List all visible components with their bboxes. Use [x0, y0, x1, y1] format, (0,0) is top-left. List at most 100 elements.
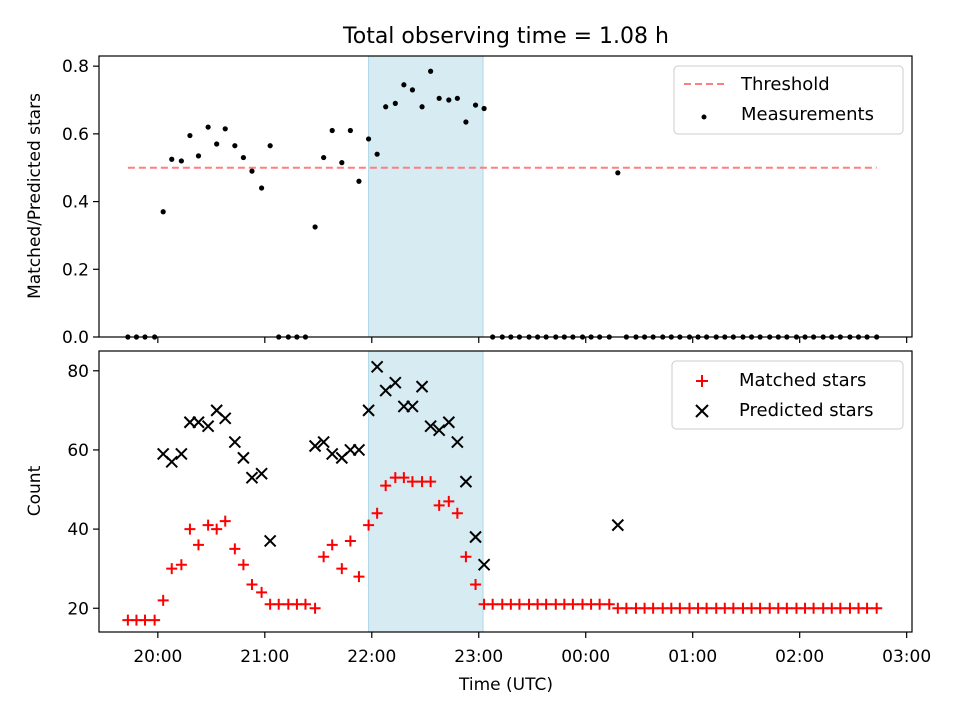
bottom-axes-frame	[98, 350, 913, 633]
predicted-star-point	[192, 416, 205, 429]
matched-star-point	[647, 602, 659, 614]
legend-measurements-swatch	[701, 114, 707, 120]
top-legend-box	[673, 65, 904, 135]
predicted-star-point	[370, 360, 384, 374]
legend-predicted-swatch	[695, 404, 709, 418]
matched-star-point	[406, 476, 418, 488]
matched-star-point	[229, 543, 241, 555]
x-tick-label: 03:00	[882, 647, 931, 667]
matched-star-point	[344, 535, 356, 547]
matched-star-point	[594, 598, 606, 610]
predicted-star-point	[469, 530, 482, 544]
predicted-star-point	[245, 471, 259, 484]
measurement-point	[267, 143, 273, 149]
bottom-panel: 20 40 60 80 20:00 21:00 22:00 23:00 00:00 01:00 02…	[25, 350, 931, 695]
x-tick-label: 20:00	[133, 647, 182, 667]
legend-matched-swatch	[696, 375, 708, 387]
y-tick-label: 0.4	[62, 193, 89, 213]
observing-window-band	[368, 55, 484, 338]
predicted-star-point	[237, 451, 250, 465]
measurement-point	[365, 136, 372, 142]
measurement-point	[383, 104, 389, 110]
measurement-point	[187, 132, 193, 139]
measurement-point	[222, 126, 228, 132]
predicted-star-point	[352, 443, 366, 457]
matched-star-point	[443, 495, 455, 507]
matched-star-point	[433, 499, 445, 511]
measurement-point	[178, 158, 184, 164]
matched-star-point	[674, 602, 686, 614]
matched-star-point	[540, 598, 552, 610]
x-tick-label: 00:00	[561, 647, 610, 667]
predicted-star-point	[451, 435, 464, 449]
measurement-point	[481, 105, 487, 112]
predicted-star-point	[424, 419, 437, 433]
predicted-star-point	[317, 435, 330, 449]
measurement-point	[312, 224, 318, 230]
top-panel: Total observing time = 1.08 h 0.00.20.40…	[25, 24, 913, 348]
measurement-point	[249, 168, 255, 174]
measurement-point	[472, 102, 479, 108]
measurement-point	[160, 209, 166, 215]
matched-star-point	[727, 602, 739, 614]
bottom-axes-ticks: 20 40 60 80 20:00 21:00 22:00 23:00 00:00 01:00 02…	[67, 362, 931, 667]
matched-star-point	[425, 476, 437, 488]
legend-threshold-label: Threshold	[740, 74, 830, 95]
predicted-star-point	[219, 412, 232, 425]
matched-star-point	[781, 602, 793, 614]
measurement-point	[428, 68, 434, 74]
matched-star-point	[754, 602, 766, 614]
measurement-point	[392, 100, 398, 106]
matched-star-point	[211, 523, 223, 535]
measurement-point	[615, 170, 621, 176]
matched-star-point	[166, 563, 178, 575]
matched-star-point	[398, 472, 410, 484]
matched-stars-series	[122, 472, 883, 626]
observing-window-shade-top	[368, 55, 484, 338]
matched-star-point	[380, 480, 392, 492]
top-axes-ticks: 0.0 0.2 0.4 0.6 0.8	[62, 57, 908, 348]
matched-star-point	[701, 602, 713, 614]
matched-star-point	[513, 598, 525, 610]
predicted-star-point	[165, 455, 178, 469]
matched-star-point	[184, 523, 196, 535]
measurement-point	[205, 124, 211, 130]
matched-star-point	[149, 614, 161, 626]
y-tick-label: 20	[67, 599, 89, 619]
matched-star-point	[620, 602, 632, 614]
y-tick-label: 60	[67, 441, 89, 461]
matched-star-point	[603, 598, 615, 610]
matched-star-point	[470, 579, 482, 591]
y-tick-label: 0.2	[62, 260, 89, 280]
bottom-legend: Matched stars Predicted stars	[671, 360, 904, 430]
measurement-point	[401, 82, 407, 88]
matched-star-point	[175, 559, 187, 571]
matched-star-point	[353, 571, 365, 583]
y-tick-label: 0.6	[62, 125, 89, 145]
matched-star-point	[363, 519, 375, 531]
matched-star-point	[318, 551, 330, 563]
measurement-point	[195, 153, 202, 159]
predicted-star-point	[415, 380, 429, 393]
matched-star-point	[808, 602, 820, 614]
measurement-point	[169, 156, 175, 162]
measurement-point	[259, 185, 265, 191]
matched-star-point	[460, 551, 472, 563]
predicted-stars-series	[156, 360, 625, 571]
x-tick-label: 01:00	[668, 647, 717, 667]
matched-star-point	[202, 519, 214, 531]
matched-star-point	[219, 515, 231, 527]
measurement-point	[321, 154, 327, 161]
x-tick-label: 22:00	[347, 647, 396, 667]
y-tick-label: 0.8	[62, 57, 89, 77]
x-tick-label: 23:00	[454, 647, 503, 667]
matched-star-point	[834, 602, 846, 614]
predicted-star-point	[263, 534, 277, 548]
predicted-star-point	[432, 423, 446, 437]
y-tick-label: 40	[67, 520, 89, 540]
matched-star-point	[309, 602, 321, 614]
y-tick-label: 0.0	[62, 328, 89, 348]
predicted-star-point	[406, 400, 419, 413]
predicted-star-point	[442, 416, 456, 429]
matched-star-point	[192, 539, 204, 551]
